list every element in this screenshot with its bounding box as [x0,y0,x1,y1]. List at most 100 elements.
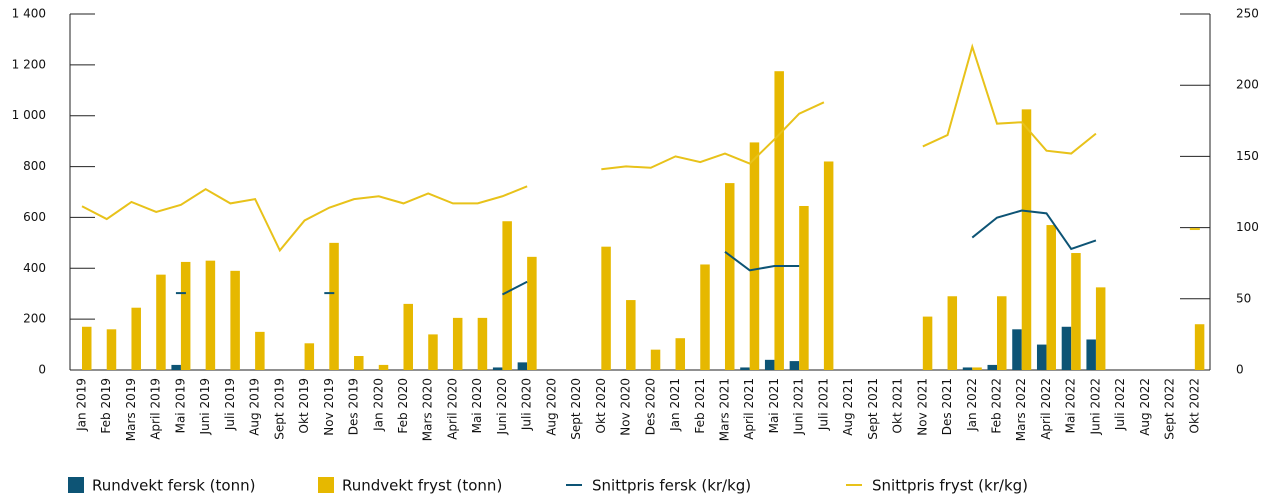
x-tick-label: Nov 2021 [915,378,929,436]
bar [106,329,117,370]
line [971,209,1097,251]
x-tick-label: Juli 2020 [520,378,534,431]
x-tick-label: Sept 2019 [272,378,286,440]
y2-tick-label: 150 [1236,149,1259,163]
x-tick-label: April 2021 [742,378,756,440]
bar [492,367,503,370]
bar [764,359,775,370]
bar [517,362,528,370]
y2-tick-label: 0 [1236,363,1244,377]
x-tick-label: Mai 2020 [470,378,484,433]
x-tick-label: Jan 2019 [75,378,89,432]
bar [823,161,834,370]
x-tick-label: Juni 2021 [792,378,806,435]
bar [724,183,735,370]
bar [700,264,710,370]
y2-tick-label: 200 [1236,78,1259,92]
x-tick-label: Juni 2019 [198,378,212,435]
bar [255,331,265,370]
x-tick-label: Juni 2022 [1088,378,1102,435]
x-tick-label: Mai 2021 [767,378,781,433]
bar [403,303,413,370]
x-tick-label: Aug 2022 [1138,378,1152,436]
x-tick-label: Okt 2021 [891,378,905,433]
bar [354,356,364,370]
y-tick-label: 0 [38,363,46,377]
y-tick-label: 1 400 [12,7,46,21]
legend-label: Snittpris fryst (kr/kg) [872,477,1028,495]
bar [1095,287,1106,370]
bar [156,274,166,370]
bar [1012,329,1022,370]
bar [82,326,92,370]
y-tick-label: 800 [23,159,46,173]
x-tick-label: Jan 2021 [668,378,682,432]
x-tick-label: Sept 2021 [866,378,880,440]
x-tick-label: Nov 2020 [619,378,633,436]
x-tick-label: Juni 2020 [495,378,509,435]
x-tick-label: Mars 2019 [124,378,138,441]
x-tick-label: Feb 2020 [396,378,410,434]
bar [749,142,760,370]
x-tick-label: Feb 2019 [99,378,113,434]
bar [601,246,611,370]
bar [205,260,216,370]
x-tick-label: Okt 2022 [1187,378,1201,433]
legend-label: Rundvekt fersk (tonn) [92,477,255,495]
bar [378,364,389,370]
bar [171,364,181,370]
bar [1071,253,1081,370]
bar [740,367,750,370]
bar [774,71,784,370]
bar [626,300,636,370]
y-tick-label: 1 200 [12,57,46,71]
x-tick-label: Sept 2022 [1163,378,1177,440]
bar [131,307,141,370]
x-tick-label: Aug 2020 [544,378,558,436]
bar [1046,225,1056,370]
bar [1061,326,1072,370]
bar [650,349,661,370]
line [501,280,528,296]
x-tick-label: Mai 2022 [1064,378,1078,433]
bar [502,221,512,370]
bar [962,367,973,370]
bar [675,338,686,370]
x-tick-label: Juli 2022 [1113,378,1127,431]
x-tick-label: Jan 2020 [371,378,385,432]
bar [1036,344,1047,370]
x-tick-label: Juli 2019 [223,378,237,431]
legend-swatch [318,477,334,493]
x-tick-label: Des 2020 [643,378,657,435]
bar [972,367,982,370]
bar [230,270,240,370]
x-tick-label: Okt 2019 [297,378,311,433]
x-tick-label: Feb 2022 [990,378,1004,434]
bar [922,316,933,370]
bar [947,296,958,370]
line [922,43,1097,155]
x-tick-label: Sept 2020 [569,378,583,440]
line [601,101,825,171]
bar [304,343,315,370]
y-tick-label: 1 000 [12,108,46,122]
x-tick-label: April 2022 [1039,378,1053,440]
x-tick-label: April 2019 [149,378,163,440]
bar [329,242,339,370]
x-tick-label: Mars 2022 [1014,378,1028,441]
x-tick-label: Okt 2020 [594,378,608,433]
x-tick-label: Aug 2019 [248,378,262,436]
line [724,251,800,272]
x-tick-label: Des 2019 [347,378,361,435]
x-tick-label: Mars 2021 [717,378,731,441]
legend-label: Rundvekt fryst (tonn) [342,477,502,495]
bar [799,205,809,370]
legend-swatch [68,477,84,493]
bar [1086,339,1096,370]
x-tick-label: April 2020 [445,378,459,440]
x-tick-label: Des 2021 [940,378,954,435]
x-tick-label: Juli 2021 [816,378,830,431]
x-tick-label: Jan 2022 [965,378,979,432]
bar [452,317,463,370]
